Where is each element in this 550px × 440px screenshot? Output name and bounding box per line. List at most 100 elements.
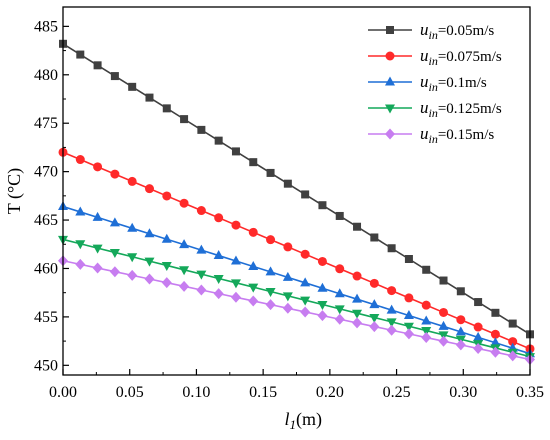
diamond-marker [161,277,172,289]
triangle-up-marker [403,310,414,320]
square-marker [474,298,483,307]
triangle-down-marker [213,274,224,284]
circle-marker [300,249,310,259]
diamond-marker [455,339,466,351]
triangle-up-marker [490,337,501,347]
triangle-down-marker [369,314,380,324]
series-line [62,43,531,336]
square-marker [508,319,517,328]
diamond-marker [421,332,432,344]
triangle-down-marker [282,292,293,302]
diamond-marker [179,280,190,292]
triangle-up-marker [300,277,311,287]
x-tick-label: 0.20 [316,384,344,401]
y-tick-label: 475 [34,115,58,132]
square-marker [231,147,240,156]
triangle-down-marker [385,104,395,114]
x-tick-label: 0.25 [383,384,411,401]
diamond-marker [265,299,276,311]
circle-marker [266,235,276,245]
triangle-up-marker [230,255,241,265]
square-marker [318,201,327,210]
legend-label: uin=0.15m/s [420,124,494,146]
triangle-down-marker [265,288,276,298]
diamond-marker [213,288,224,300]
diamond-marker [403,328,414,340]
diamond-marker [144,273,155,285]
circle-marker [385,51,395,61]
triangle-down-marker [300,296,311,306]
square-marker [386,26,394,34]
circle-marker [369,278,379,288]
square-marker [439,276,448,285]
circle-marker [473,322,483,332]
diamond-marker [317,310,328,322]
triangle-up-marker [127,222,138,232]
circle-marker [490,329,500,339]
triangle-down-marker [403,322,414,332]
diamond-marker [127,269,138,281]
diamond-marker [386,324,397,336]
circle-marker [456,315,466,325]
y-tick-label: 480 [34,67,58,84]
triangle-up-marker [213,250,224,260]
legend-entry-3: uin=0.1m/s [368,72,487,94]
x-tick-label: 0.35 [516,384,544,401]
triangle-down-marker [144,257,155,267]
x-tick-label: 0.05 [116,384,144,401]
circle-marker [214,213,224,223]
legend-label: uin=0.1m/s [420,72,487,94]
circle-marker [508,337,518,347]
circle-marker [93,162,103,172]
square-marker [283,179,292,188]
triangle-down-marker [196,270,207,280]
square-marker [491,308,500,317]
y-tick-label: 455 [34,309,58,326]
triangle-up-marker [248,260,259,270]
x-tick-label: 0.10 [182,384,210,401]
circle-marker [248,227,258,237]
diamond-marker [300,306,311,318]
series-5 [58,255,535,366]
square-marker [335,211,344,220]
square-marker [249,158,258,167]
x-tick-label: 0.15 [249,384,277,401]
circle-marker [352,271,362,281]
triangle-up-marker [369,299,380,309]
legend-label: uin=0.05m/s [420,20,494,42]
circle-marker [335,264,345,274]
circle-marker [283,242,293,252]
triangle-down-marker [421,327,432,337]
circle-marker [404,293,414,303]
square-marker [422,265,431,274]
x-tick-label: 0.00 [49,384,77,401]
diamond-marker [230,291,241,303]
diamond-marker [473,343,484,355]
y-tick-label: 450 [34,357,58,374]
square-marker [214,136,223,145]
circle-marker [387,286,397,296]
diamond-marker [75,258,86,270]
triangle-up-marker [179,239,190,249]
square-marker [76,50,85,59]
axis-layer: 0.00 0.05 0.10 0.15 0.20 0.25 0.30 0.35 450 455 46… [4,6,544,432]
square-marker [404,255,413,264]
triangle-up-marker [282,271,293,281]
square-marker [145,93,154,102]
series-2 [58,147,535,354]
circle-marker [110,169,120,179]
circle-marker [439,307,449,317]
triangle-down-marker [179,266,190,276]
triangle-down-marker [386,318,397,328]
diamond-marker [438,335,449,347]
triangle-up-marker [92,211,103,221]
triangle-up-marker [265,266,276,276]
legend-label: uin=0.125m/s [420,98,502,120]
square-marker [110,72,119,81]
diamond-marker [92,262,103,274]
square-marker [93,61,102,70]
diamond-marker [334,313,345,325]
triangle-up-marker [196,244,207,254]
y-tick-label: 465 [34,212,58,229]
